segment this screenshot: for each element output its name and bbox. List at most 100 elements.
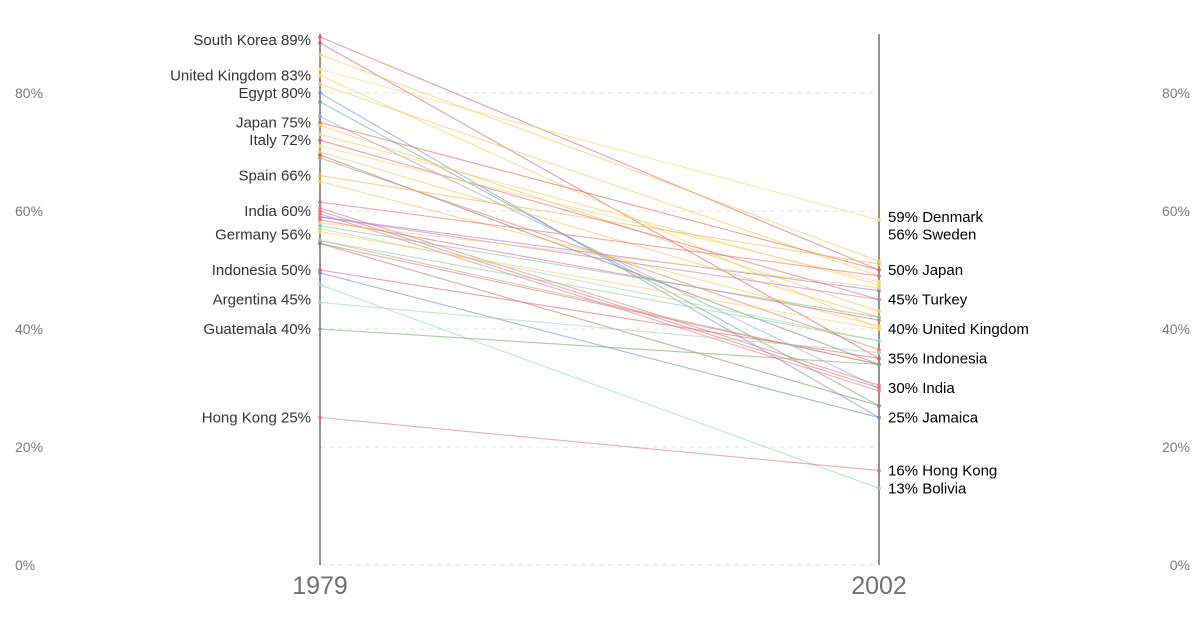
series-point-start <box>318 268 322 272</box>
series-point-start <box>318 153 322 157</box>
series-point-start <box>318 200 322 204</box>
left-value-label: South Korea 89% <box>193 32 311 49</box>
left-value-label: Japan 75% <box>236 115 311 132</box>
series-point-end <box>877 347 881 352</box>
series-line <box>319 219 880 321</box>
series-point-start <box>318 41 322 45</box>
series-line <box>319 242 880 407</box>
series-line <box>319 216 880 292</box>
series-point-end <box>877 280 881 284</box>
series-line <box>319 68 880 221</box>
series-point-start <box>318 120 322 125</box>
series-line <box>319 216 880 301</box>
right-value-label: 16% Hong Kong <box>888 463 997 480</box>
series-point-end <box>877 297 881 302</box>
series-point-start <box>318 35 322 39</box>
series-point-start <box>318 327 322 331</box>
series-point-end <box>877 389 881 393</box>
series-point-end <box>877 356 881 361</box>
right-value-label: 50% Japan <box>888 262 963 279</box>
right-value-label: 30% India <box>888 380 955 397</box>
y-tick-label-left: 80% <box>15 85 43 101</box>
right-value-label: 13% Bolivia <box>888 480 967 497</box>
x-label-start: 1979 <box>292 572 348 600</box>
series-line <box>319 121 880 271</box>
series-point-start <box>318 215 322 219</box>
left-value-label: Spain 66% <box>238 168 311 185</box>
y-tick-label-right: 20% <box>1162 439 1190 455</box>
y-tick-label-right: 60% <box>1162 203 1190 219</box>
series-line <box>319 201 880 277</box>
series-point-end <box>877 383 881 387</box>
series-point-end <box>877 218 881 222</box>
series-point-start <box>318 206 322 210</box>
left-value-label: Germany 56% <box>215 227 311 244</box>
left-value-label: Hong Kong 25% <box>202 410 311 427</box>
series-line <box>319 284 880 489</box>
series-line <box>319 145 880 283</box>
gridlines <box>320 92 879 566</box>
right-value-label: 35% Indonesia <box>888 351 988 368</box>
y-tick-label-left: 40% <box>15 321 43 337</box>
series-point-end <box>877 362 881 367</box>
series-point-end <box>877 318 881 322</box>
series-point-start <box>318 271 322 275</box>
series-point-start <box>318 212 322 216</box>
left-labels: South Korea 89% United Kingdom 83%Egypt 8… <box>170 32 311 427</box>
left-value-label: United Kingdom 83% <box>170 67 311 84</box>
series-point-start <box>318 209 322 213</box>
right-value-label: 59% Denmark <box>888 209 984 226</box>
series-line <box>319 116 880 389</box>
series-point-start <box>318 226 322 231</box>
series-line <box>319 239 880 342</box>
series-point-end <box>877 259 881 263</box>
series-line <box>319 231 880 330</box>
y-tick-label-right: 0% <box>1170 557 1190 573</box>
series-lines <box>318 35 881 491</box>
series-line <box>319 151 880 318</box>
series-point-start <box>318 300 322 305</box>
series-point-start <box>318 173 322 178</box>
series-line <box>319 228 880 342</box>
series-point-end <box>877 327 881 331</box>
series-point-end <box>877 324 881 328</box>
series-point-end <box>877 268 881 272</box>
series-point-end <box>877 403 881 408</box>
series-line <box>319 225 880 318</box>
left-value-label: India 60% <box>244 203 311 220</box>
series-point-end <box>877 262 881 266</box>
series-point-end <box>877 486 881 491</box>
series-point-start <box>318 179 322 184</box>
series-point-start <box>318 238 322 243</box>
x-label-end: 2002 <box>851 572 907 600</box>
series-point-start <box>318 241 322 246</box>
series-point-end <box>877 415 881 420</box>
y-tick-label-right: 80% <box>1162 85 1190 101</box>
series-line <box>319 222 880 289</box>
y-tick-label-left: 60% <box>15 203 43 219</box>
right-value-label: 40% United Kingdom <box>888 321 1029 338</box>
series-point-end <box>877 309 881 314</box>
left-value-label: Argentina 45% <box>213 292 311 309</box>
y-tick-label-left: 0% <box>15 557 35 573</box>
series-line <box>319 124 880 312</box>
series-point-start <box>318 221 322 225</box>
series-line <box>319 207 880 386</box>
series-point-end <box>877 468 881 473</box>
left-value-label: Italy 72% <box>249 132 311 149</box>
y-tick-label-left: 20% <box>15 439 43 455</box>
series-point-end <box>877 282 881 287</box>
series-point-start <box>318 52 322 57</box>
right-value-label: 25% Jamaica <box>888 410 979 427</box>
series-point-start <box>318 229 322 234</box>
series-point-start <box>318 91 322 95</box>
series-point-start <box>318 100 322 104</box>
series-line <box>319 42 880 359</box>
series-point-end <box>877 339 881 343</box>
series-line <box>319 416 880 472</box>
series-point-end <box>877 386 881 390</box>
series-point-end <box>877 274 881 278</box>
series-point-start <box>318 82 322 86</box>
series-line <box>319 74 880 330</box>
